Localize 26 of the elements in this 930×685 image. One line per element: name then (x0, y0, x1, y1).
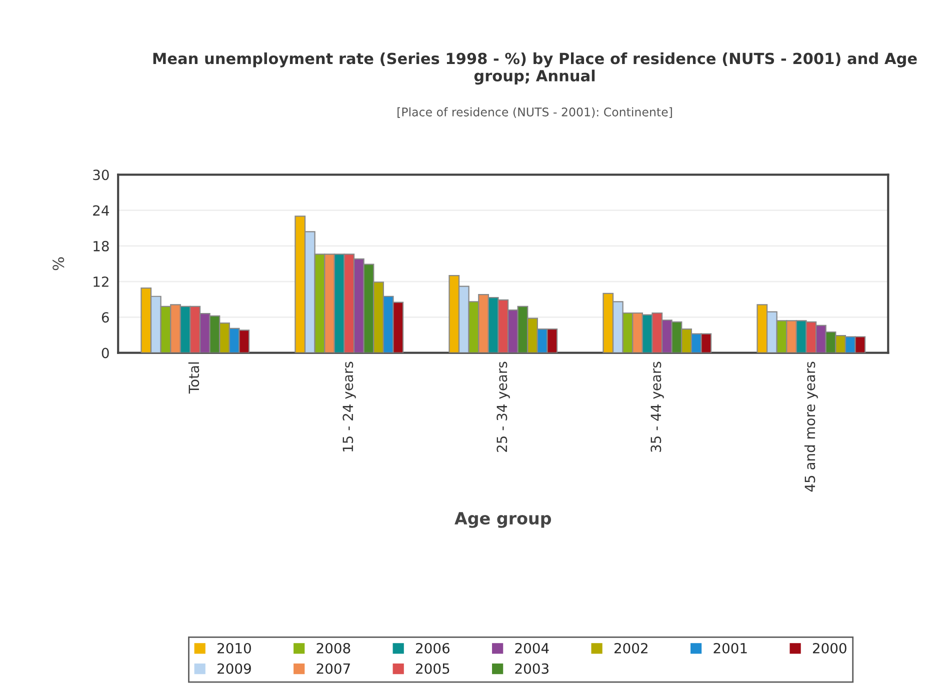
legend-label: 2007 (316, 663, 350, 674)
x-tick-label: 25 - 34 years (496, 362, 510, 452)
y-tick-label: 18 (94, 240, 109, 252)
x-tick-label: 15 - 24 years (342, 362, 356, 452)
legend-label: 2001 (714, 642, 747, 654)
legend-label: 2008 (316, 642, 350, 654)
y-tick-label: 24 (93, 205, 109, 216)
y-axis-title: % (52, 257, 64, 270)
legend-label: 2009 (218, 663, 251, 674)
x-axis-title: Age group (454, 512, 552, 528)
y-tick-label: 0 (102, 348, 109, 358)
legend-label: 2002 (614, 642, 648, 654)
legend-label: 2000 (812, 642, 846, 654)
chart-title: Mean unemployment rate (Series 1998 - %) by Place of residence (NUTS - 2001) and Age group; Annual (153, 52, 917, 85)
y-tick-label: 30 (93, 170, 109, 180)
legend-label: 2006 (416, 642, 450, 654)
y-tick-label: 6 (102, 312, 109, 323)
x-tick-label: 35 - 44 years (650, 362, 664, 452)
legend-label: 2004 (515, 642, 549, 654)
legend-label: 2003 (515, 663, 548, 674)
legend-label: 2005 (416, 663, 450, 674)
y-tick-label: 12 (94, 276, 108, 287)
legend-label: 2010 (218, 642, 251, 654)
x-tick-label: Total (188, 362, 200, 394)
chart-subtitle: [Place of residence (NUTS - 2001): Continente] (398, 107, 672, 118)
x-tick-label: 45 and more years (804, 362, 818, 492)
